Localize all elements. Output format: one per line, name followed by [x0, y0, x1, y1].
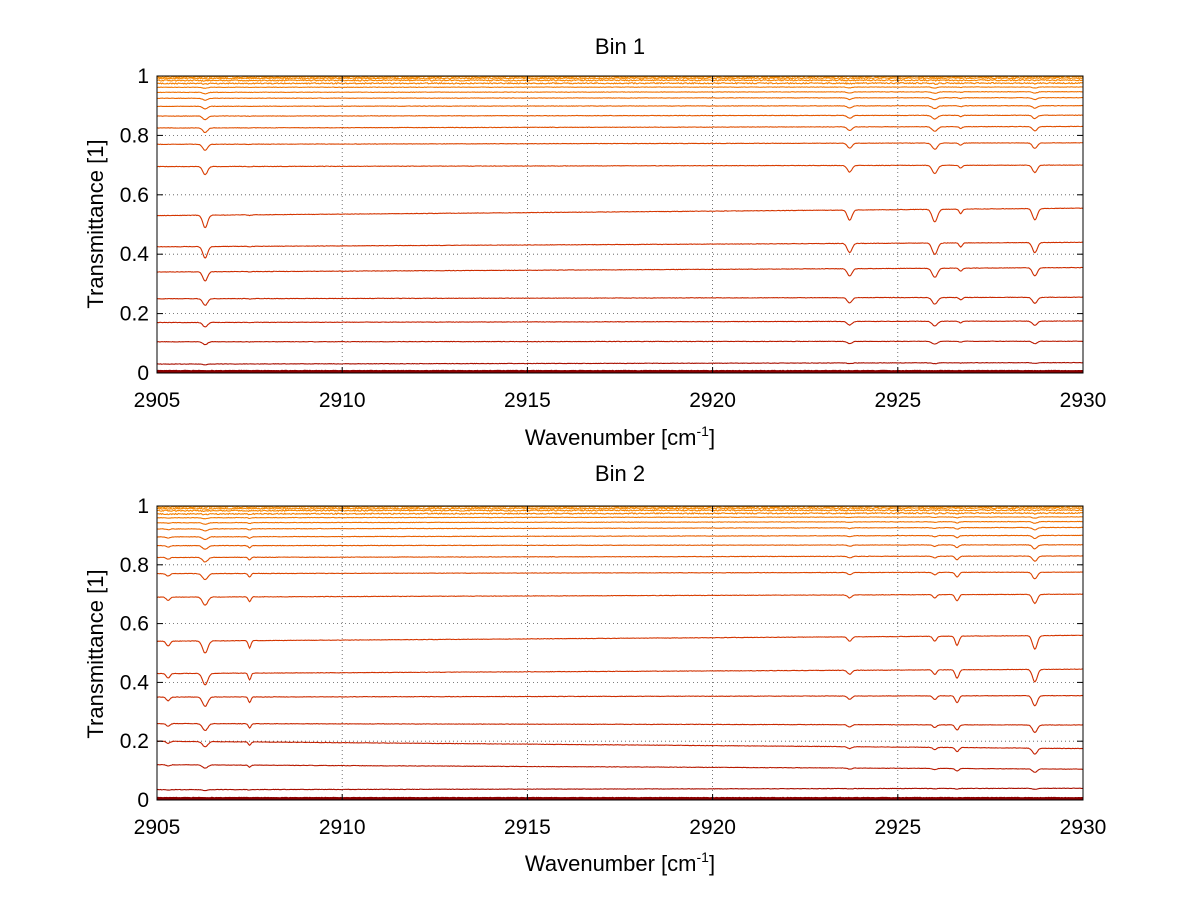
- x-tick-label: 2915: [504, 389, 551, 412]
- axes-frame: [156, 75, 1084, 374]
- y-tick-label: 1: [137, 495, 149, 518]
- series-line: [156, 555, 1084, 563]
- series-line: [156, 571, 1084, 581]
- series-line: [156, 241, 1084, 259]
- x-tick-label: 2930: [1060, 389, 1107, 412]
- y-tick-label: 0.6: [120, 184, 149, 207]
- x-axis-label: Wavenumber [cm-1]: [525, 849, 715, 876]
- x-tick-label: 2910: [319, 816, 366, 839]
- series-line: [156, 526, 1084, 532]
- x-axis-label-text: Wavenumber [cm: [525, 851, 697, 876]
- series-line: [156, 207, 1084, 229]
- y-tick-label: 0.2: [120, 730, 149, 753]
- y-tick-label: 0: [137, 362, 149, 385]
- x-axis-label-end: ]: [709, 425, 715, 450]
- y-tick-label: 0.4: [120, 243, 150, 266]
- chart-panel-bin-1: Bin 1 2905 2910 2915 2920 2925 2930 0 0.2 0.4 0.6…: [83, 34, 1106, 450]
- chart-title: Bin 1: [595, 34, 645, 59]
- series-line: [156, 114, 1084, 121]
- y-tick-label: 0.2: [120, 303, 149, 326]
- series-line: [156, 125, 1084, 134]
- ticks: 2905 2910 2915 2920 2925 2930 0 0.2 0.4 0.6 0.8 1: [120, 65, 1107, 412]
- series-line: [156, 96, 1084, 101]
- x-tick-label: 2905: [134, 389, 181, 412]
- series-line: [156, 90, 1084, 95]
- series-line: [156, 164, 1084, 176]
- x-tick-label: 2920: [689, 389, 736, 412]
- series-line: [156, 520, 1084, 525]
- gridlines: [157, 76, 1083, 373]
- x-tick-label: 2930: [1060, 816, 1107, 839]
- y-tick-label: 0: [137, 789, 149, 812]
- ticks: 2905 2910 2915 2920 2925 2930 0 0.2 0.4 0.6 0.8 1: [120, 495, 1107, 839]
- x-tick-label: 2915: [504, 816, 551, 839]
- x-tick-label: 2910: [319, 389, 366, 412]
- x-axis-label-text: Wavenumber [cm: [525, 425, 697, 450]
- series-line: [156, 764, 1084, 773]
- series-line: [156, 506, 1084, 510]
- series-line: [156, 86, 1083, 89]
- chart-title: Bin 2: [595, 461, 645, 486]
- x-tick-label: 2925: [874, 816, 921, 839]
- series-line: [156, 142, 1084, 151]
- series-line: [156, 320, 1084, 328]
- y-axis-label: Transmittance [1]: [83, 139, 108, 308]
- series-line: [156, 104, 1084, 110]
- x-tick-label: 2920: [689, 816, 736, 839]
- series-line: [156, 511, 1084, 516]
- series-line: [156, 740, 1084, 755]
- x-axis-label-superscript: -1: [697, 849, 710, 865]
- y-tick-label: 0.6: [120, 613, 149, 636]
- series-group: [156, 505, 1084, 801]
- series-line: [156, 78, 1084, 82]
- x-tick-label: 2905: [134, 816, 181, 839]
- series-line: [156, 81, 1084, 85]
- series-line: [156, 361, 1084, 366]
- x-axis-label: Wavenumber [cm-1]: [525, 423, 715, 450]
- series-line: [156, 722, 1084, 734]
- x-axis-label-superscript: -1: [697, 423, 710, 439]
- series-line: [156, 668, 1084, 686]
- chart-panel-bin-2: Bin 2 2905 2910 2915 2920 2925 2930 0 0.2 0.4 0.6…: [83, 461, 1106, 876]
- series-line: [156, 544, 1084, 550]
- x-tick-label: 2925: [874, 389, 921, 412]
- series-line: [156, 634, 1084, 654]
- series-line: [156, 508, 1084, 513]
- y-axis-label: Transmittance [1]: [83, 569, 108, 738]
- series-line: [156, 694, 1084, 708]
- series-line: [156, 593, 1084, 606]
- series-line: [156, 296, 1084, 306]
- y-tick-label: 1: [137, 65, 149, 88]
- y-tick-label: 0.4: [120, 671, 150, 694]
- y-tick-label: 0.8: [120, 554, 149, 577]
- series-line: [156, 76, 1084, 80]
- axes-frame: [156, 505, 1084, 801]
- series-line: [156, 516, 1083, 520]
- series-line: [156, 787, 1084, 792]
- y-tick-label: 0.8: [120, 124, 149, 147]
- gridlines: [157, 506, 1083, 800]
- x-axis-label-end: ]: [709, 851, 715, 876]
- series-group: [156, 75, 1084, 374]
- series-line: [156, 266, 1084, 282]
- series-line: [156, 340, 1084, 346]
- series-line: [156, 534, 1084, 541]
